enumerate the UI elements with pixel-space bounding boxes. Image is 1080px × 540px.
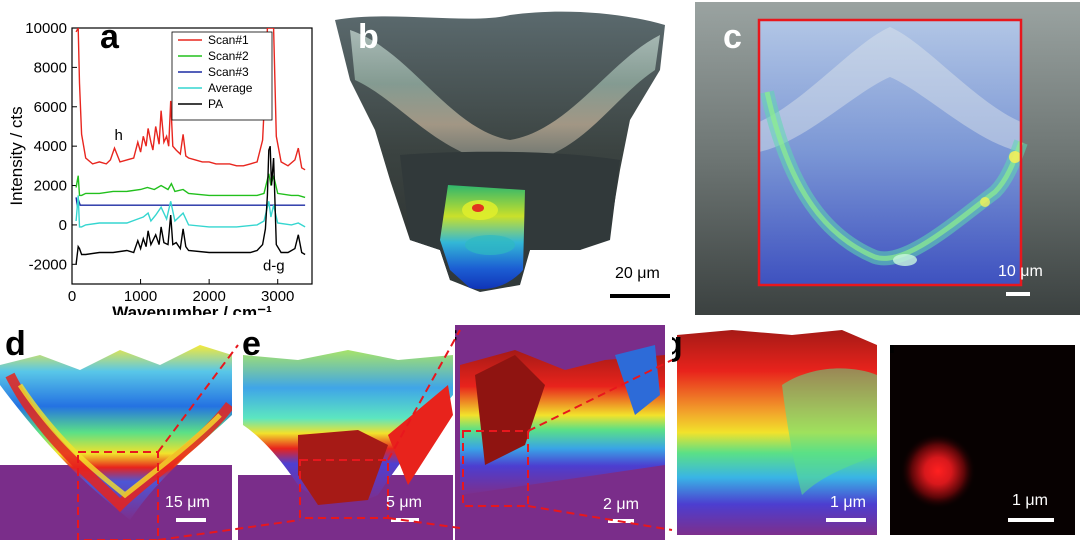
scale-bar-label-d: 15 μm xyxy=(165,494,210,511)
scale-bar-label-e: 5 μm xyxy=(386,494,422,511)
scale-bar-label-h: 1 μm xyxy=(1012,492,1048,509)
y-tick-label: 10000 xyxy=(25,20,67,37)
legend-label: Scan#3 xyxy=(208,65,249,79)
y-tick-label: 2000 xyxy=(34,178,67,195)
panel-a: -2000 0 2000 4000 6000 8000 10000 0 1000 2000 3000… xyxy=(0,0,330,315)
legend-box xyxy=(171,31,273,121)
x-tick-label: 3000 xyxy=(261,288,294,305)
legend-label: Scan#2 xyxy=(208,49,249,63)
scale-bar-g xyxy=(826,518,866,522)
scale-bar-b xyxy=(610,294,670,298)
y-axis-label: Intensity / cts xyxy=(7,106,26,205)
y-tick-label: 6000 xyxy=(34,99,67,116)
series-line-average xyxy=(75,195,306,228)
fluorescence-spot-image xyxy=(890,345,1075,535)
panel-label-a: a xyxy=(100,18,119,56)
scale-bar-h xyxy=(1008,518,1054,522)
annotation-d-g: d-g xyxy=(263,257,285,274)
panel-f: f 2 μm xyxy=(455,325,665,540)
panel-label-d: d xyxy=(5,325,26,363)
series-line-scan-3 xyxy=(75,197,306,208)
y-tick-label: 0 xyxy=(59,217,67,234)
y-tick-label: 4000 xyxy=(34,138,67,155)
panel-label-c: c xyxy=(723,18,742,56)
x-tick-label: 0 xyxy=(68,288,76,305)
panel-label-e: e xyxy=(242,325,261,363)
scale-bar-f xyxy=(608,519,634,523)
scale-bar-label-g: 1 μm xyxy=(830,494,866,511)
panel-label-g: g xyxy=(672,325,683,363)
optical-3d-surface-image xyxy=(335,11,665,292)
plot-frame xyxy=(71,27,313,285)
scale-bar-label-b: 20 μm xyxy=(615,265,660,282)
panel-label-b: b xyxy=(358,18,379,56)
raman-3d-map-g xyxy=(677,330,877,535)
panel-c: c 10 μm xyxy=(695,2,1080,315)
panel-g: g 1 μm xyxy=(672,325,882,540)
panel-label-f: f xyxy=(455,327,456,361)
y-tick-label: 8000 xyxy=(34,59,67,76)
scale-bar-c xyxy=(1006,292,1030,296)
annotation-h: h xyxy=(115,127,123,144)
scale-bar-d xyxy=(176,518,206,522)
legend-label: Average xyxy=(208,81,253,95)
legend-label: Scan#1 xyxy=(208,33,249,47)
scale-bar-e xyxy=(391,518,419,522)
panel-d: d 15 μm xyxy=(0,325,232,540)
series-line-pa xyxy=(75,145,306,265)
legend-label: PA xyxy=(208,97,223,111)
x-axis-label: Wavenumber / cm⁻¹ xyxy=(112,303,272,315)
x-tick-label: 1000 xyxy=(124,288,157,305)
scale-bar-label-f: 2 μm xyxy=(603,496,639,513)
panel-e: e 5 μm xyxy=(238,325,453,540)
panel-label-h: h xyxy=(890,345,896,359)
x-tick-label: 2000 xyxy=(192,288,225,305)
panel-b: b 20 μm xyxy=(330,0,690,315)
panel-h: h 1 μm xyxy=(890,345,1075,535)
scale-bar-label-c: 10 μm xyxy=(998,263,1043,280)
y-tick-label: -2000 xyxy=(29,256,67,273)
fluorescence-overlay-image xyxy=(695,2,1080,315)
series-line-scan-1 xyxy=(75,28,306,171)
